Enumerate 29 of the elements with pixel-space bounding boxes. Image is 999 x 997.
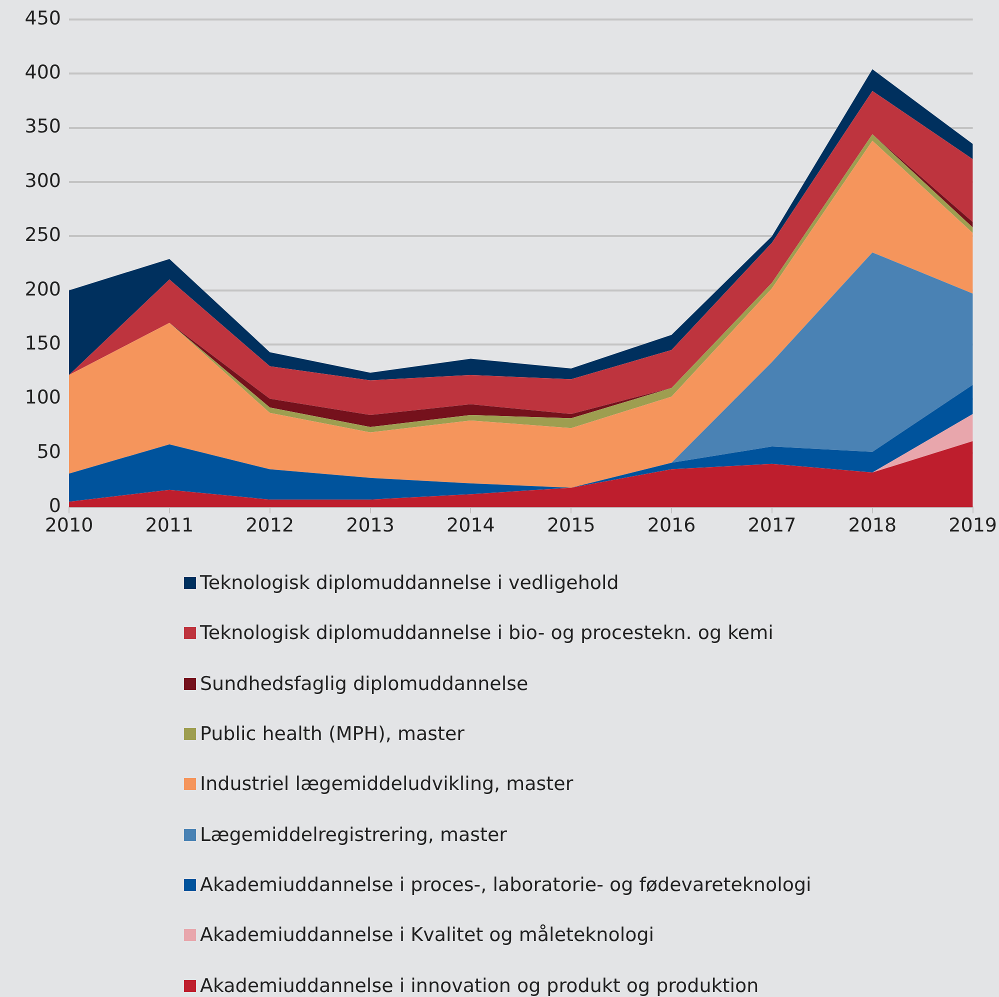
y-tick-label: 450	[24, 7, 61, 30]
y-tick-label: 300	[24, 170, 61, 192]
x-tick-label: 2015	[546, 514, 596, 537]
y-tick-label: 100	[24, 386, 61, 409]
x-tick-label: 2013	[346, 514, 394, 537]
legend-label: Sundhedsfaglig diplomuddannelse	[200, 672, 528, 695]
y-tick-label: 200	[24, 278, 61, 300]
x-tick-label: 2016	[647, 514, 696, 537]
y-tick-label: 250	[24, 224, 61, 246]
x-tick-label: 2018	[848, 514, 897, 537]
x-tick-label: 2017	[748, 514, 796, 537]
legend-label: Industriel lægemiddeludvikling, master	[200, 773, 574, 796]
legend-label: Teknologisk diplomuddannelse i vedligehold	[200, 572, 619, 594]
y-tick-label: 150	[24, 332, 61, 355]
y-tick-label: 350	[24, 116, 61, 138]
x-tick-label: 2014	[446, 514, 495, 537]
legend-label: Akademiuddannelse i proces-, laboratorie- og fødevareteknologi	[200, 874, 812, 896]
legend-label: Teknologisk diplomuddannelse i bio- og procestekn. og kemi	[200, 622, 774, 644]
x-tick-label: 2011	[145, 514, 194, 537]
x-tick-label: 2010	[44, 514, 94, 537]
y-tick-label: 0	[48, 495, 61, 518]
legend-label: Public health (MPH), master	[200, 723, 464, 746]
x-tick-label: 2012	[246, 514, 294, 537]
y-tick-label: 400	[24, 62, 61, 84]
x-tick-label: 2019	[948, 514, 998, 537]
legend-label: Akademiuddannelse i innovation og produkt og produktion	[200, 974, 759, 997]
y-tick-label: 50	[36, 440, 61, 463]
legend-label: Lægemiddelregistrering, master	[200, 824, 507, 846]
legend-label: Akademiuddannelse i Kvalitet og måleteknologi	[200, 924, 654, 946]
